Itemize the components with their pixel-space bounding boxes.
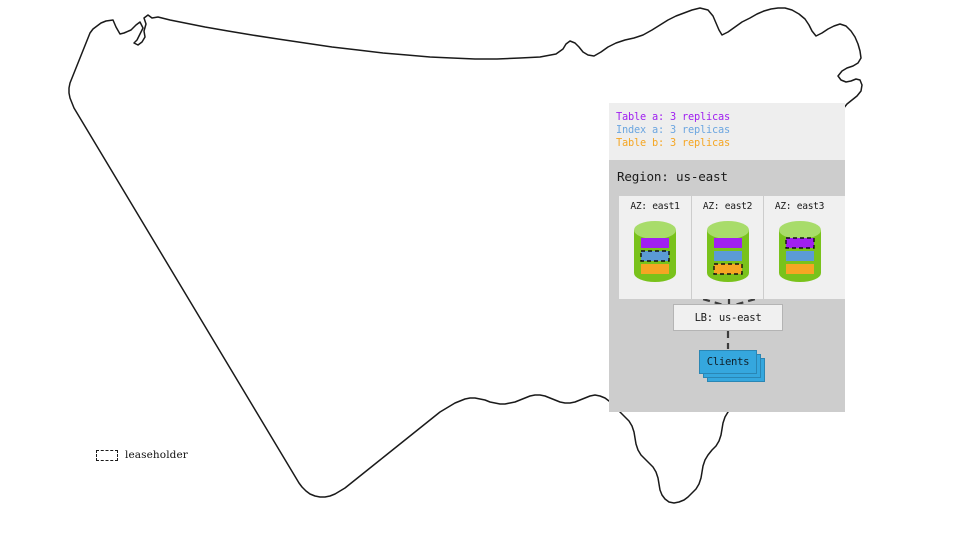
clients-label: Clients (706, 356, 750, 368)
az-label-east3: AZ: east3 (774, 201, 825, 212)
leaseholder-swatch-icon (96, 449, 118, 461)
az-cell-east2[interactable]: AZ: east2 (691, 196, 763, 299)
clients-stack[interactable]: Clients (699, 350, 765, 382)
load-balancer-box[interactable]: LB: us-east (673, 304, 783, 331)
region-diagram-panel: Table a: 3 replicas Index a: 3 replicas … (609, 103, 845, 412)
az-cell-east3[interactable]: AZ: east3 (763, 196, 835, 299)
replica-bar-index-a (785, 251, 814, 261)
replica-key: Table a: 3 replicas Index a: 3 replicas … (609, 103, 845, 160)
region-container: Region: us-east AZ: east1 (609, 160, 845, 412)
replica-bar-table-b (785, 264, 814, 274)
replica-bar-table-b-leaseholder (712, 263, 743, 275)
replica-bar-table-a (641, 238, 669, 248)
region-title: Region: us-east (617, 169, 728, 184)
az-cell-east1[interactable]: AZ: east1 (619, 196, 691, 299)
load-balancer-label: LB: us-east (694, 311, 762, 324)
replica-bar-table-b (641, 264, 669, 274)
replica-bar-index-a-leaseholder (640, 250, 670, 262)
az-label-east1: AZ: east1 (630, 201, 680, 212)
replica-key-line-index-a: Index a: 3 replicas (616, 124, 730, 137)
replica-bar-index-a (713, 251, 742, 261)
replica-bar-table-a (713, 238, 742, 248)
replica-key-line-table-a: Table a: 3 replicas (616, 111, 730, 123)
az-label-east2: AZ: east2 (702, 201, 753, 212)
replica-key-line-table-b: Table b: 3 replicas (616, 137, 730, 150)
us-map-path (68, 7, 863, 504)
availability-zone-row: AZ: east1 AZ: east2 (619, 196, 845, 299)
map-legend: leaseholder (96, 449, 188, 461)
clients-card-front[interactable]: Clients (699, 350, 757, 374)
database-node-east1[interactable] (632, 221, 678, 282)
database-node-east2[interactable] (705, 221, 751, 282)
leaseholder-legend-label: leaseholder (125, 449, 188, 461)
database-node-east3[interactable] (777, 221, 823, 282)
replica-bar-table-a-leaseholder (784, 237, 815, 249)
